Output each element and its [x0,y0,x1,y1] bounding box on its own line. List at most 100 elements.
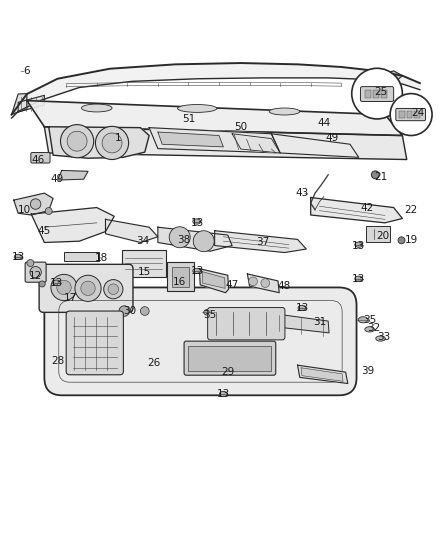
Text: 46: 46 [31,155,44,165]
Ellipse shape [365,327,374,332]
FancyBboxPatch shape [188,345,272,372]
Text: 13: 13 [191,266,204,276]
Polygon shape [12,94,27,115]
Circle shape [39,281,45,287]
Circle shape [30,266,41,278]
Polygon shape [106,220,158,243]
Text: 22: 22 [404,205,418,215]
Polygon shape [44,127,407,159]
Ellipse shape [14,254,22,260]
Ellipse shape [269,108,300,115]
Polygon shape [301,368,343,381]
Text: 20: 20 [376,231,389,241]
Text: 19: 19 [404,235,418,245]
Polygon shape [247,274,279,293]
Text: 50: 50 [234,122,247,132]
Text: 25: 25 [374,87,387,97]
Text: 6: 6 [24,66,30,76]
Text: 43: 43 [295,188,309,198]
Text: 29: 29 [221,367,234,377]
Circle shape [45,207,52,215]
Circle shape [27,260,34,266]
Text: 38: 38 [177,235,191,245]
FancyBboxPatch shape [366,226,390,241]
Ellipse shape [53,280,60,285]
Ellipse shape [298,305,306,311]
Polygon shape [57,171,88,180]
Circle shape [398,237,405,244]
Ellipse shape [358,317,368,323]
FancyBboxPatch shape [407,111,413,118]
Text: 26: 26 [147,358,160,368]
Text: 51: 51 [182,114,195,124]
Text: 45: 45 [38,225,51,236]
FancyBboxPatch shape [64,252,99,261]
FancyBboxPatch shape [365,90,371,99]
FancyBboxPatch shape [39,264,133,312]
Text: 13: 13 [11,252,25,262]
Polygon shape [12,63,420,118]
Text: 16: 16 [173,277,186,287]
Circle shape [249,277,258,286]
Text: 13: 13 [191,218,204,228]
Text: 12: 12 [29,271,42,281]
FancyBboxPatch shape [122,250,166,277]
FancyBboxPatch shape [184,341,276,375]
Text: 39: 39 [361,366,374,376]
Polygon shape [158,227,232,251]
Text: 49: 49 [51,174,64,184]
Polygon shape [149,128,280,153]
Circle shape [104,280,123,299]
FancyBboxPatch shape [172,268,189,287]
Text: 31: 31 [313,317,326,327]
FancyBboxPatch shape [208,308,285,340]
Circle shape [57,280,71,295]
FancyBboxPatch shape [373,90,379,99]
Circle shape [75,275,101,302]
Text: 21: 21 [374,172,387,182]
Polygon shape [232,134,280,153]
Ellipse shape [355,242,363,247]
Text: 32: 32 [367,324,381,334]
Ellipse shape [204,309,213,316]
FancyBboxPatch shape [167,262,194,290]
Ellipse shape [355,276,363,281]
Circle shape [95,126,129,159]
FancyBboxPatch shape [399,111,405,118]
Circle shape [108,284,119,295]
Circle shape [141,306,149,316]
Polygon shape [297,365,348,384]
Text: 1: 1 [115,133,122,143]
Circle shape [169,227,190,248]
Text: 13: 13 [295,303,309,313]
Text: 33: 33 [378,332,391,342]
Text: 15: 15 [138,267,152,277]
Text: 13: 13 [352,241,365,251]
Polygon shape [272,134,359,157]
Text: 13: 13 [50,278,63,288]
Ellipse shape [177,104,217,112]
Text: 37: 37 [256,238,269,247]
Text: 35: 35 [204,310,217,319]
Text: 30: 30 [123,306,136,316]
Polygon shape [27,101,403,135]
Circle shape [119,306,130,316]
Circle shape [193,231,214,252]
Circle shape [30,199,41,209]
Circle shape [60,125,94,158]
Text: 18: 18 [95,253,108,263]
Polygon shape [311,198,403,223]
Polygon shape [215,231,306,253]
Polygon shape [14,193,53,215]
Text: 42: 42 [361,204,374,213]
Text: 35: 35 [363,315,376,325]
Text: 28: 28 [51,356,64,366]
Polygon shape [18,95,44,112]
Ellipse shape [193,268,201,273]
FancyBboxPatch shape [66,311,124,375]
Circle shape [81,281,95,295]
Ellipse shape [193,219,201,224]
Polygon shape [202,272,225,288]
Ellipse shape [376,336,385,341]
Polygon shape [31,207,114,243]
